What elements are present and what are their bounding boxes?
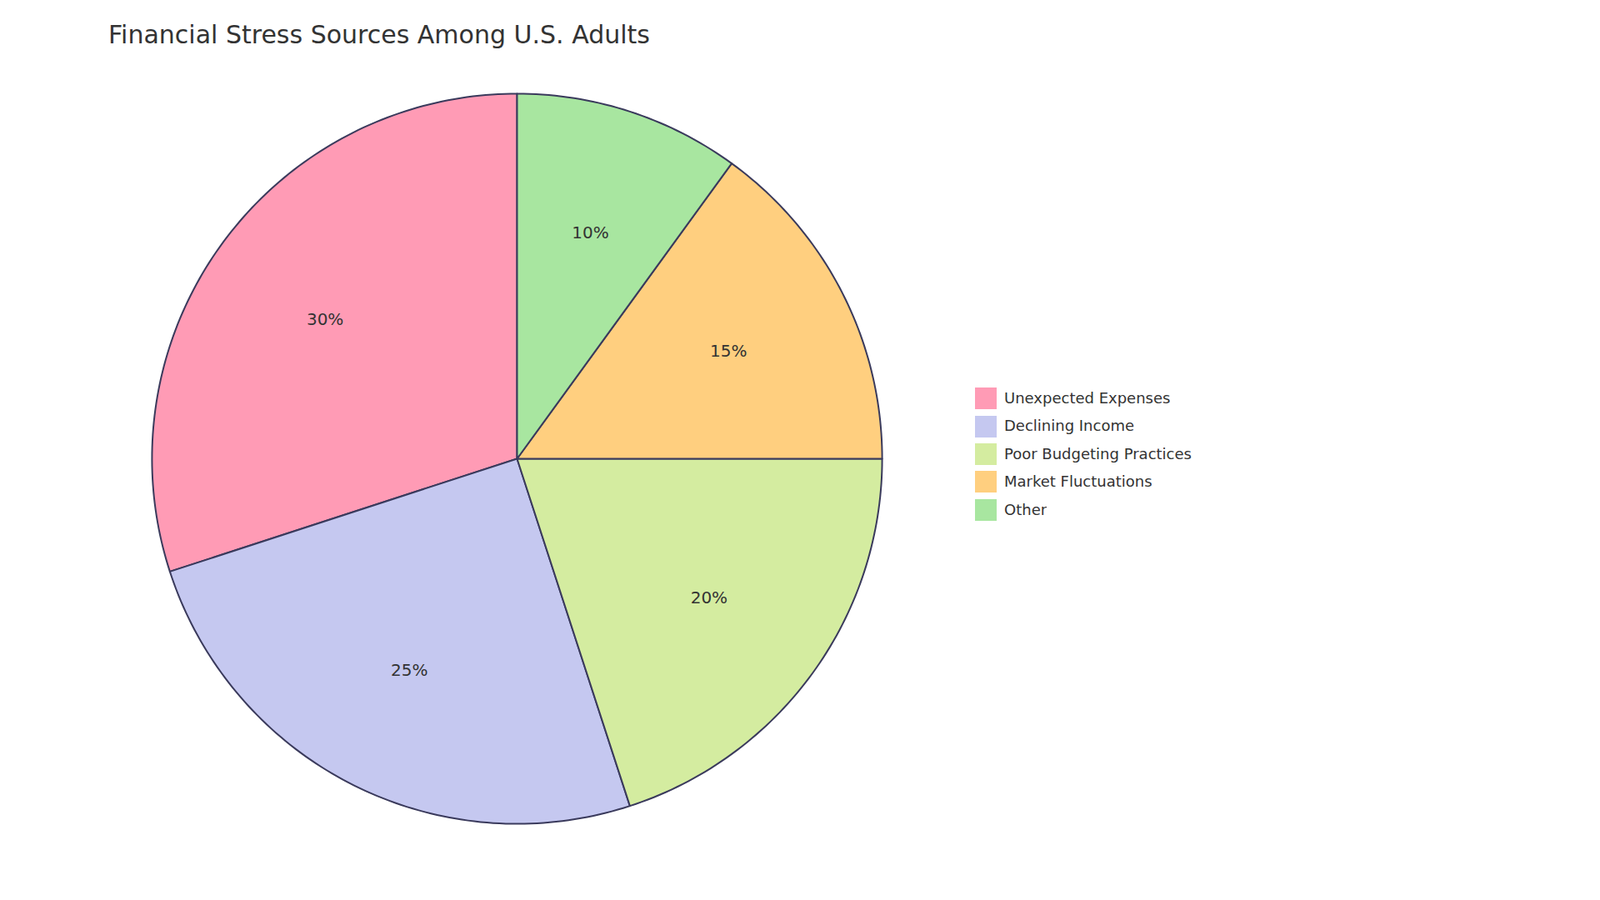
svg-text:20%: 20% [690, 587, 728, 608]
html-text:Declining Income: Declining Income [1004, 417, 1135, 435]
html-text:Other: Other [1004, 500, 1047, 518]
html-text:Market Fluctuations: Market Fluctuations [1004, 472, 1153, 491]
html-text:Poor Budgeting Practices: Poor Budgeting Practices [1004, 444, 1192, 463]
html-text:Financial Stress Sources Among: Financial Stress Sources Among U.S. Adul… [108, 20, 650, 50]
svg-text:30%: 30% [306, 309, 344, 330]
svg-text:15%: 15% [710, 340, 747, 361]
svg-text:25%: 25% [390, 660, 428, 680]
html-text:Unexpected Expenses: Unexpected Expenses [1004, 389, 1171, 407]
svg-text:10%: 10% [571, 222, 609, 243]
